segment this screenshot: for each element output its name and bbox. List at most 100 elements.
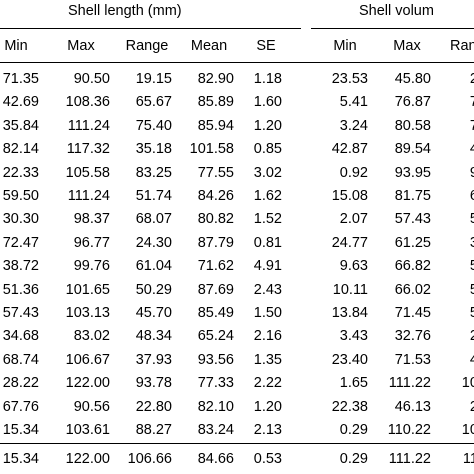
cell-max: 106.67 (65, 352, 110, 368)
cell-volume-max: 66.82 (394, 258, 431, 274)
cell-volume-max: 46.13 (394, 399, 431, 415)
cell-mean: 101.58 (189, 141, 234, 157)
cell-min: 15.34 (2, 422, 39, 438)
cell-min: 51.36 (2, 282, 39, 298)
cell-range: 65.67 (135, 94, 172, 110)
cell-min: 59.50 (2, 188, 39, 204)
cell-mean: 84.66 (197, 451, 234, 467)
cell-volume-min: 24.77 (331, 235, 368, 251)
cell-mean: 77.33 (197, 375, 234, 391)
group-rule-right (311, 28, 474, 29)
cell-volume-max: 71.53 (394, 352, 431, 368)
cell-volume-range: 36. (469, 235, 474, 251)
col-header-min: Min (4, 38, 28, 54)
cell-volume-min: 23.40 (331, 352, 368, 368)
cell-min: 35.84 (2, 118, 39, 134)
cell-volume-min: 23.53 (331, 71, 368, 87)
cell-mean: 84.26 (197, 188, 234, 204)
cell-min: 30.30 (2, 211, 39, 227)
cell-se: 1.35 (253, 352, 282, 368)
cell-se: 0.85 (253, 141, 282, 157)
cell-volume-min: 42.87 (331, 141, 368, 157)
cell-max: 96.77 (73, 235, 110, 251)
cell-range: 22.80 (135, 399, 172, 415)
cell-min: 67.76 (2, 399, 39, 415)
cell-max: 108.36 (65, 94, 110, 110)
cell-se: 2.43 (253, 282, 282, 298)
col-header-range: Range (125, 38, 169, 54)
cell-volume-min: 0.92 (339, 165, 368, 181)
cell-se: 0.81 (253, 235, 282, 251)
cell-se: 2.13 (253, 422, 282, 438)
cell-range: 51.74 (135, 188, 172, 204)
cell-se: 0.53 (253, 451, 282, 467)
cell-min: 28.22 (2, 375, 39, 391)
cell-volume-min: 1.65 (339, 375, 368, 391)
cell-volume-min: 2.07 (339, 211, 368, 227)
cell-volume-max: 61.25 (394, 235, 431, 251)
cell-se: 1.18 (253, 71, 282, 87)
col-header-volume-min: Min (333, 38, 357, 54)
cell-volume-range: 109. (461, 422, 474, 438)
cell-se: 3.02 (253, 165, 282, 181)
col-header-mean: Mean (190, 38, 228, 54)
cell-se: 1.62 (253, 188, 282, 204)
cell-range: 19.15 (135, 71, 172, 87)
cell-volume-min: 10.11 (332, 282, 368, 298)
cell-volume-max: 45.80 (394, 71, 431, 87)
cell-mean: 83.24 (197, 422, 234, 438)
cell-volume-max: 111.22 (388, 375, 431, 391)
cell-volume-max: 111.22 (388, 451, 431, 467)
cell-volume-min: 15.08 (331, 188, 368, 204)
cell-mean: 85.49 (197, 305, 234, 321)
cell-volume-range: 55. (469, 282, 474, 298)
cell-max: 117.32 (66, 141, 110, 157)
cell-volume-max: 89.54 (394, 141, 431, 157)
cell-max: 105.58 (65, 165, 110, 181)
cell-mean: 93.56 (197, 352, 234, 368)
cell-volume-range: 93. (469, 165, 474, 181)
cell-volume-min: 13.84 (331, 305, 368, 321)
cell-volume-range: 55. (469, 211, 474, 227)
cell-range: 93.78 (135, 375, 172, 391)
col-header-se: SE (256, 38, 276, 54)
cell-volume-range: 22. (469, 71, 474, 87)
cell-mean: 82.10 (197, 399, 234, 415)
cell-volume-max: 93.95 (394, 165, 431, 181)
cell-volume-range: 48. (469, 352, 474, 368)
cell-volume-range: 46. (469, 141, 474, 157)
group-header-shell-length: Shell length (mm) (68, 3, 182, 19)
cell-volume-range: 29. (469, 328, 474, 344)
cell-mean: 82.90 (197, 71, 234, 87)
cell-volume-max: 110.22 (387, 422, 431, 438)
cell-mean: 85.94 (197, 118, 234, 134)
cell-max: 83.02 (73, 328, 110, 344)
cell-volume-max: 71.45 (394, 305, 431, 321)
cell-min: 82.14 (2, 141, 39, 157)
header-rule (0, 62, 474, 63)
cell-min: 15.34 (2, 451, 39, 467)
cell-se: 2.16 (253, 328, 282, 344)
cell-max: 111.24 (67, 118, 110, 134)
cell-volume-max: 80.58 (394, 118, 431, 134)
cell-range: 83.25 (135, 165, 172, 181)
cell-volume-range: 71. (469, 94, 474, 110)
cell-max: 122.00 (65, 451, 110, 467)
cell-min: 68.74 (2, 352, 39, 368)
cell-min: 71.35 (2, 71, 39, 87)
col-header-max: Max (67, 38, 95, 54)
cell-range: 24.30 (135, 235, 172, 251)
group-rule-left (0, 28, 301, 29)
cell-range: 35.18 (135, 141, 172, 157)
cell-min: 57.43 (2, 305, 39, 321)
cell-range: 106.66 (127, 451, 172, 467)
cell-max: 122.00 (65, 375, 110, 391)
cell-max: 111.24 (67, 188, 110, 204)
cell-volume-range: 57. (469, 305, 474, 321)
cell-max: 99.76 (73, 258, 110, 274)
cell-range: 37.93 (135, 352, 172, 368)
cell-volume-max: 81.75 (394, 188, 431, 204)
cell-min: 72.47 (2, 235, 39, 251)
cell-mean: 71.62 (197, 258, 234, 274)
cell-se: 1.52 (253, 211, 282, 227)
